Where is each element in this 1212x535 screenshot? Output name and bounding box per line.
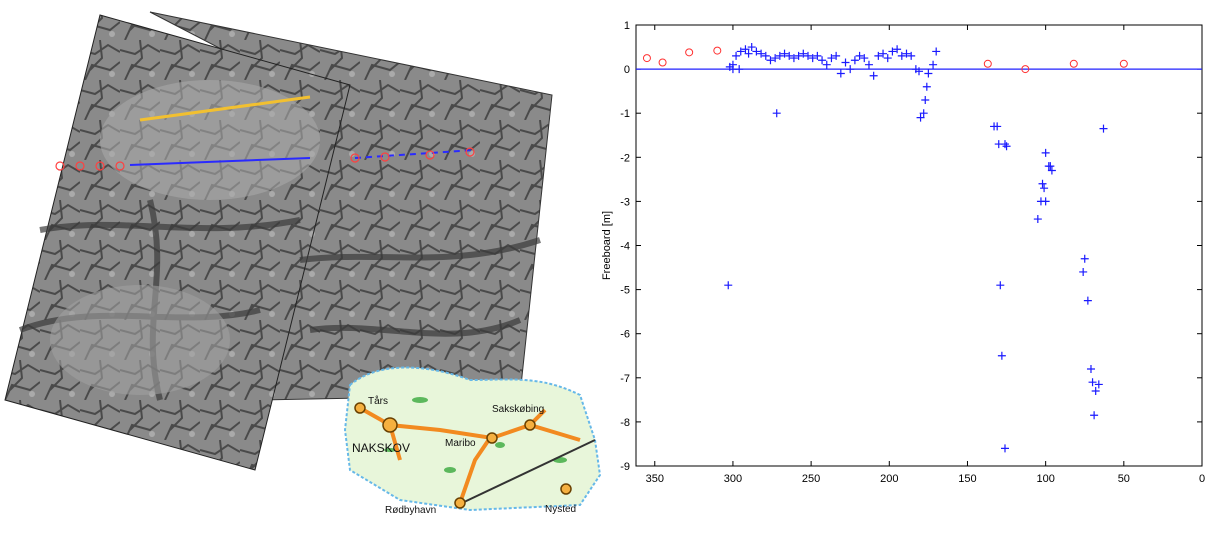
x-tick-label: 300	[724, 473, 742, 485]
chart: 1 0 -1 -2 -3 -4 -5 -6 -7 -8 -9 350 300 250 200 150 100 50…	[601, 20, 1205, 485]
y-tick-label: 1	[624, 20, 630, 32]
x-tick-label: 150	[958, 473, 976, 485]
map-label: Sakskøbing	[492, 404, 544, 415]
y-tick-label: -7	[620, 373, 630, 385]
y-tick-label: -2	[620, 152, 630, 164]
y-tick-label: -5	[620, 285, 630, 297]
y-tick-label: -6	[620, 329, 630, 341]
x-tick-label: 350	[646, 473, 664, 485]
y-tick-label: -9	[620, 461, 630, 473]
plot-area	[636, 25, 1202, 466]
y-tick-label: -1	[620, 108, 630, 120]
x-tick-label: 100	[1036, 473, 1054, 485]
map-label: Tårs	[368, 395, 388, 407]
y-tick-label: -4	[620, 241, 630, 253]
x-tick-label: 0	[1199, 473, 1205, 485]
y-axis-label: Freeboard [m]	[601, 211, 613, 280]
x-tick-label: 200	[880, 473, 898, 485]
figure: Tårs NAKSKOV Maribo Sakskøbing Rødbyhavn…	[0, 0, 1212, 530]
map-label: Rødbyhavn	[385, 505, 436, 516]
map-inset: Tårs NAKSKOV Maribo Sakskøbing Rødbyhavn…	[345, 368, 600, 517]
y-tick-label: -3	[620, 196, 630, 208]
map-label: Maribo	[445, 438, 476, 449]
x-tick-label: 250	[802, 473, 820, 485]
map-label: Nysted	[545, 504, 576, 515]
y-tick-label: 0	[624, 64, 630, 76]
x-tick-label: 50	[1118, 473, 1130, 485]
y-tick-label: -8	[620, 417, 630, 429]
map-label: NAKSKOV	[352, 441, 410, 455]
